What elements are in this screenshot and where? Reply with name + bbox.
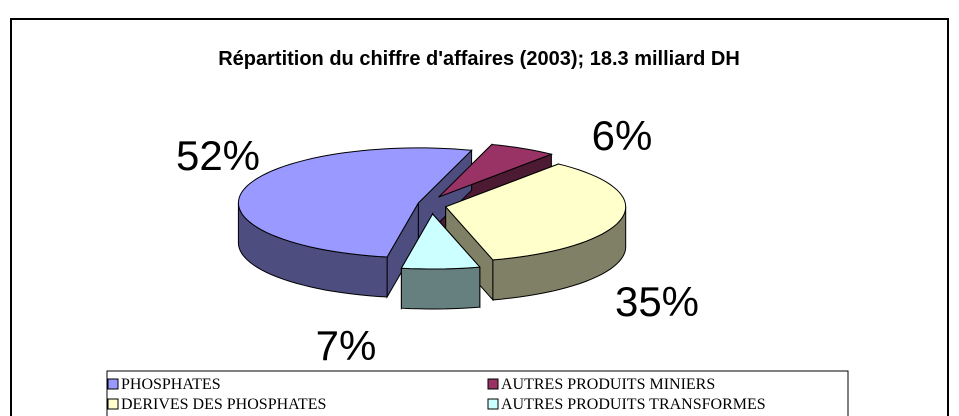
legend-swatch: [487, 398, 499, 410]
data-label: 52%: [176, 132, 260, 179]
tops: [237, 143, 627, 270]
data-label: 6%: [592, 112, 653, 159]
legend-label: AUTRES PRODUITS TRANSFORMES: [501, 396, 766, 413]
slice: [444, 163, 627, 261]
legend-swatch: [487, 378, 499, 390]
chart-title: Répartition du chiffre d'affaires (2003)…: [218, 48, 740, 70]
legend-box: [106, 370, 849, 416]
slice: [237, 147, 473, 258]
legend-label: PHOSPHATES: [121, 376, 221, 393]
legend-label: DERIVES DES PHOSPHATES: [121, 396, 326, 413]
slice: [438, 143, 554, 198]
slice: [400, 213, 481, 270]
legend-swatch: [107, 378, 119, 390]
data-label: 35%: [615, 278, 699, 325]
slice-wall: [400, 266, 481, 310]
legend-swatch: [107, 398, 119, 410]
legend-label: AUTRES PRODUITS MINIERS: [501, 376, 715, 393]
data-label: 7%: [316, 322, 377, 369]
